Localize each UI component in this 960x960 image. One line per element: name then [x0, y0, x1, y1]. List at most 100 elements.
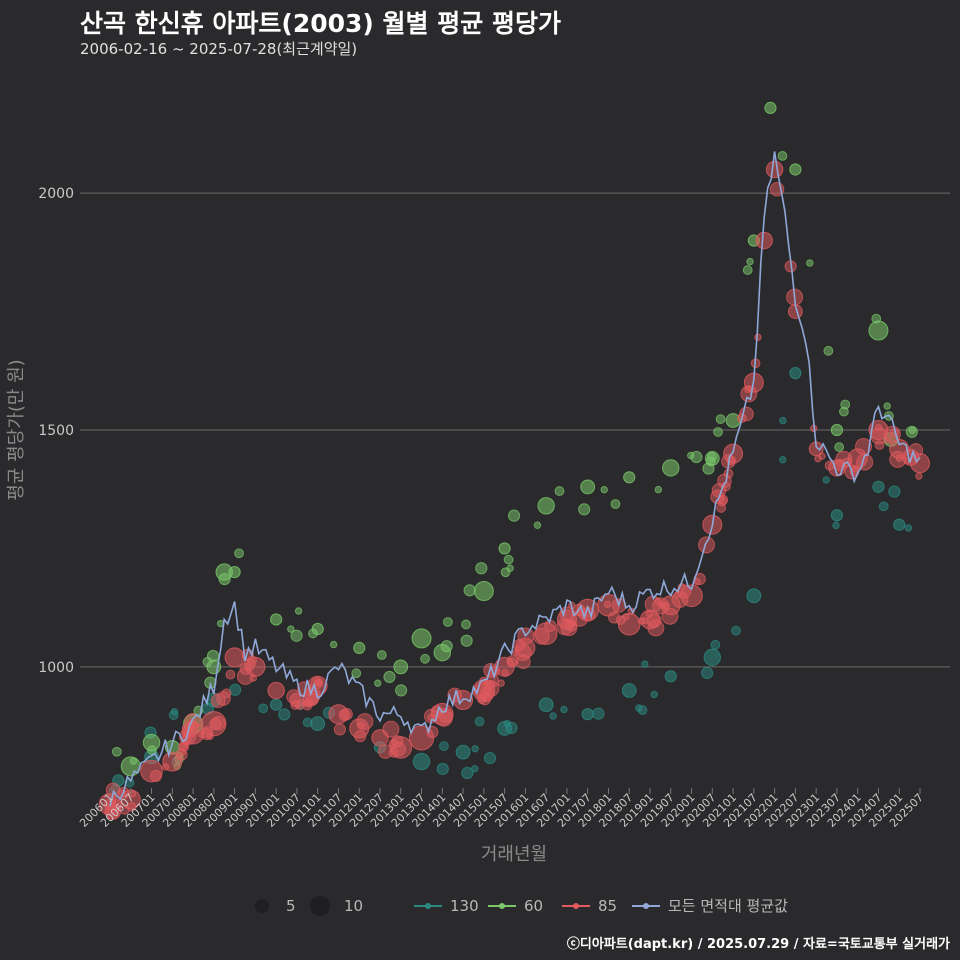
scatter-point-60 — [500, 567, 511, 578]
scatter-point-130 — [412, 752, 431, 771]
scatter-point-130 — [635, 704, 643, 712]
scatter-point-85 — [697, 536, 715, 554]
scatter-point-60 — [715, 414, 726, 425]
scatter-point-60 — [440, 640, 453, 653]
scatter-point-130 — [779, 456, 787, 464]
scatter-point-85 — [206, 732, 214, 740]
scatter-point-60 — [868, 320, 889, 341]
scatter-point-85 — [249, 674, 257, 682]
scatter-point-130 — [872, 480, 885, 493]
scatter-point-130 — [270, 698, 283, 711]
scatter-point-85 — [622, 613, 630, 621]
scatter-point-60 — [498, 542, 511, 555]
scatter-point-130 — [701, 666, 714, 680]
scatter-point-60 — [537, 497, 555, 515]
scatter-point-60 — [420, 653, 430, 664]
scatter-point-130 — [436, 762, 449, 776]
scatter-point-85 — [306, 693, 319, 706]
scatter-point-60 — [503, 554, 514, 565]
scatter-point-60 — [329, 640, 338, 649]
scatter-point-130 — [830, 509, 844, 522]
scatter-point-60 — [533, 521, 542, 529]
scatter-point-60 — [374, 679, 382, 687]
scatter-point-60 — [290, 629, 303, 642]
scatter-point-85 — [637, 617, 646, 625]
scatter-point-130 — [641, 660, 649, 668]
scatter-point-85 — [216, 691, 231, 706]
credit-text: ⓒ디아파트(dapt.kr) / 2025.07.29 / 자료=국토교통부 실… — [566, 937, 950, 952]
scatter-point-130 — [455, 744, 471, 760]
scatter-point-85 — [388, 747, 399, 758]
scatter-point-85 — [717, 496, 728, 507]
grid-lines — [80, 192, 950, 668]
scatter-point-60 — [871, 313, 882, 324]
scatter-point-130 — [592, 707, 605, 720]
scatter-point-85 — [884, 436, 892, 445]
scatter-point-60 — [353, 641, 366, 654]
y-tick-label: 2000 — [38, 186, 74, 202]
scatter-point-60 — [411, 628, 432, 649]
scatter-point-85 — [608, 611, 621, 624]
scatter-point-60 — [270, 613, 283, 626]
scatter-point-130 — [549, 712, 557, 720]
scatter-point-60 — [111, 746, 122, 757]
scatter-point-130 — [878, 501, 889, 512]
scatter-point-130 — [664, 670, 677, 683]
legend-size-label: 5 — [286, 897, 296, 915]
y-axis-title: 평균 평당가(만 원) — [6, 359, 27, 500]
scatter-point-60 — [746, 257, 754, 266]
scatter-point-85 — [560, 619, 578, 637]
scatter-point-60 — [823, 345, 834, 356]
scatter-points — [98, 101, 930, 820]
scatter-point-60 — [218, 572, 231, 586]
scatter-point-130 — [581, 708, 594, 721]
scatter-point-130 — [822, 476, 830, 484]
average-line-group — [109, 151, 921, 807]
legend-area-label: 130 — [450, 897, 479, 915]
scatter-point-60 — [308, 628, 318, 639]
scatter-point-60 — [662, 459, 680, 477]
scatter-point-60 — [578, 503, 591, 516]
scatter-point-85 — [652, 597, 670, 615]
legend-area-dot — [573, 903, 579, 909]
scatter-point-60 — [690, 450, 703, 464]
scatter-point-60 — [383, 670, 396, 684]
scatter-point-60 — [764, 101, 777, 114]
scatter-point-85 — [476, 694, 487, 705]
scatter-point-130 — [789, 367, 802, 380]
scatter-point-130 — [505, 721, 518, 735]
y-tick-label: 1500 — [38, 423, 74, 439]
scatter-point-85 — [818, 452, 826, 460]
scatter-point-85 — [356, 713, 374, 731]
legend-area-dot — [643, 903, 649, 909]
chart-subtitle: 2006-02-16 ~ 2025-07-28(최근계약일) — [80, 40, 358, 58]
scatter-point-60 — [713, 427, 723, 437]
scatter-point-130 — [538, 697, 554, 713]
scatter-point-60 — [442, 617, 453, 627]
scatter-point-85 — [295, 700, 305, 710]
scatter-point-130 — [302, 717, 313, 728]
scatter-point-60 — [206, 649, 220, 663]
scatter-point-60 — [777, 150, 788, 161]
y-tick-label: 1000 — [38, 660, 74, 676]
scatter-point-130 — [731, 625, 741, 636]
scatter-point-60 — [789, 163, 802, 176]
scatter-point-85 — [333, 723, 346, 736]
scatter-point-130 — [471, 745, 479, 753]
scatter-point-130 — [650, 690, 658, 699]
scatter-point-85 — [765, 160, 784, 179]
scatter-point-85 — [482, 679, 500, 697]
scatter-point-130 — [461, 766, 474, 780]
scatter-point-130 — [746, 588, 762, 604]
legend-size-swatch — [255, 899, 269, 913]
scatter-point-85 — [267, 681, 285, 700]
scatter-point-60 — [287, 625, 295, 633]
scatter-point-60 — [806, 259, 814, 267]
legend-area-label: 85 — [598, 897, 617, 915]
scatter-point-60 — [376, 650, 387, 660]
scatter-point-60 — [554, 486, 565, 496]
scatter-point-85 — [723, 468, 734, 479]
scatter-point-130 — [703, 648, 722, 667]
legend-area-label: 모든 면적대 평균값 — [668, 897, 788, 915]
scatter-point-85 — [382, 720, 400, 738]
